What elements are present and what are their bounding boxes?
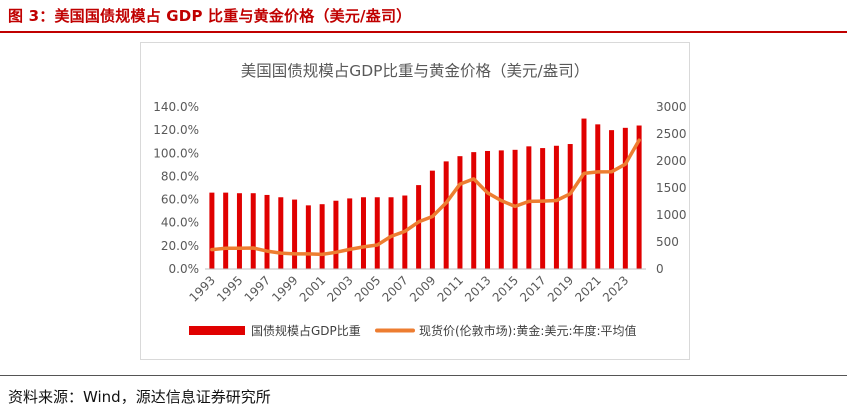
right-axis-tick-label: 1500 — [656, 181, 687, 195]
left-axis-tick-label: 120.0% — [153, 123, 199, 137]
debt-ratio-bar — [264, 194, 270, 269]
debt-ratio-bar — [609, 130, 615, 269]
debt-ratio-bar — [292, 199, 298, 269]
debt-ratio-bar — [360, 197, 366, 269]
left-axis-tick-label: 0.0% — [169, 262, 200, 276]
left-axis-tick-label: 100.0% — [153, 146, 199, 160]
debt-ratio-bar — [278, 197, 284, 269]
x-axis-tick-label: 2017 — [517, 273, 548, 304]
right-axis-tick-label: 2000 — [656, 154, 687, 168]
debt-ratio-bar — [333, 200, 339, 269]
chart-title: 美国国债规模占GDP比重与黄金价格（美元/盎司） — [241, 62, 590, 80]
debt-ratio-bar — [526, 146, 532, 269]
x-axis-tick-label: 1995 — [214, 273, 245, 304]
debt-ratio-bar — [374, 197, 380, 269]
x-axis-tick-label: 2007 — [379, 273, 410, 304]
debt-ratio-bar — [553, 145, 559, 269]
debt-ratio-bar — [250, 193, 256, 269]
left-axis-tick-label: 40.0% — [161, 216, 199, 230]
x-axis-tick-label: 2011 — [435, 273, 466, 304]
debt-ratio-bar — [485, 150, 491, 269]
right-axis-tick-label: 1000 — [656, 208, 687, 222]
right-axis-tick-label: 500 — [656, 235, 679, 249]
debt-ratio-bar — [567, 144, 573, 269]
x-axis-tick-label: 2019 — [545, 273, 576, 304]
caption-rule — [0, 31, 847, 33]
debt-ratio-bar — [581, 118, 587, 269]
legend-bar-swatch — [189, 326, 245, 335]
debt-ratio-bar — [622, 127, 628, 269]
x-axis-tick-label: 2015 — [490, 273, 521, 304]
x-axis-tick-label: 2021 — [572, 273, 603, 304]
x-axis-tick-label: 2013 — [462, 273, 493, 304]
debt-ratio-bar — [595, 124, 601, 269]
debt-ratio-bar — [223, 192, 229, 269]
legend-bar-label: 国债规模占GDP比重 — [251, 323, 361, 338]
debt-ratio-bar — [443, 161, 449, 269]
figure-caption: 图 3：美国国债规模占 GDP 比重与黄金价格（美元/盎司） — [8, 7, 412, 25]
x-axis-tick-label: 2023 — [600, 273, 631, 304]
left-axis-tick-label: 60.0% — [161, 193, 199, 207]
debt-ratio-bar — [236, 193, 242, 269]
x-axis-tick-label: 2005 — [352, 273, 383, 304]
x-axis-tick-label: 1993 — [187, 273, 218, 304]
legend-line-label: 现货价(伦敦市场):黄金:美元:年度:平均值 — [419, 323, 637, 338]
debt-ratio-bar — [319, 204, 325, 269]
debt-ratio-bar — [540, 148, 546, 269]
debt-ratio-bar — [416, 185, 422, 269]
left-axis-tick-label: 80.0% — [161, 169, 199, 183]
chart-svg: 美国国债规模占GDP比重与黄金价格（美元/盎司） 0.0% 20.0% 40.0% 6… — [153, 62, 687, 338]
debt-ratio-bar — [347, 198, 353, 269]
chart-frame: 美国国债规模占GDP比重与黄金价格（美元/盎司） 0.0% 20.0% 40.0% 6… — [140, 42, 690, 360]
gold-price-line — [210, 138, 641, 257]
debt-ratio-bar — [471, 152, 477, 269]
footer-rule — [0, 375, 847, 376]
left-axis-tick-label: 140.0% — [153, 100, 199, 114]
right-axis-tick-label: 3000 — [656, 100, 687, 114]
x-axis-tick-label: 1999 — [269, 273, 300, 304]
debt-ratio-bar — [388, 197, 394, 269]
debt-ratio-bar — [457, 156, 463, 269]
x-axis-tick-label: 2001 — [297, 273, 328, 304]
debt-ratio-bar — [512, 149, 518, 269]
debt-ratio-bar — [636, 125, 642, 269]
debt-ratio-bar — [305, 205, 311, 269]
right-axis-tick-label: 2500 — [656, 127, 687, 141]
debt-ratio-bar — [498, 150, 504, 269]
left-axis-tick-label: 20.0% — [161, 239, 199, 253]
x-axis-tick-label: 1997 — [242, 273, 273, 304]
source-note: 资料来源：Wind，源达信息证券研究所 — [8, 388, 271, 406]
debt-ratio-bar — [209, 192, 215, 269]
x-axis-tick-label: 2003 — [324, 273, 355, 304]
debt-ratio-bar — [429, 170, 435, 269]
right-axis-tick-label: 0 — [656, 262, 664, 276]
x-axis-tick-label: 2009 — [407, 273, 438, 304]
